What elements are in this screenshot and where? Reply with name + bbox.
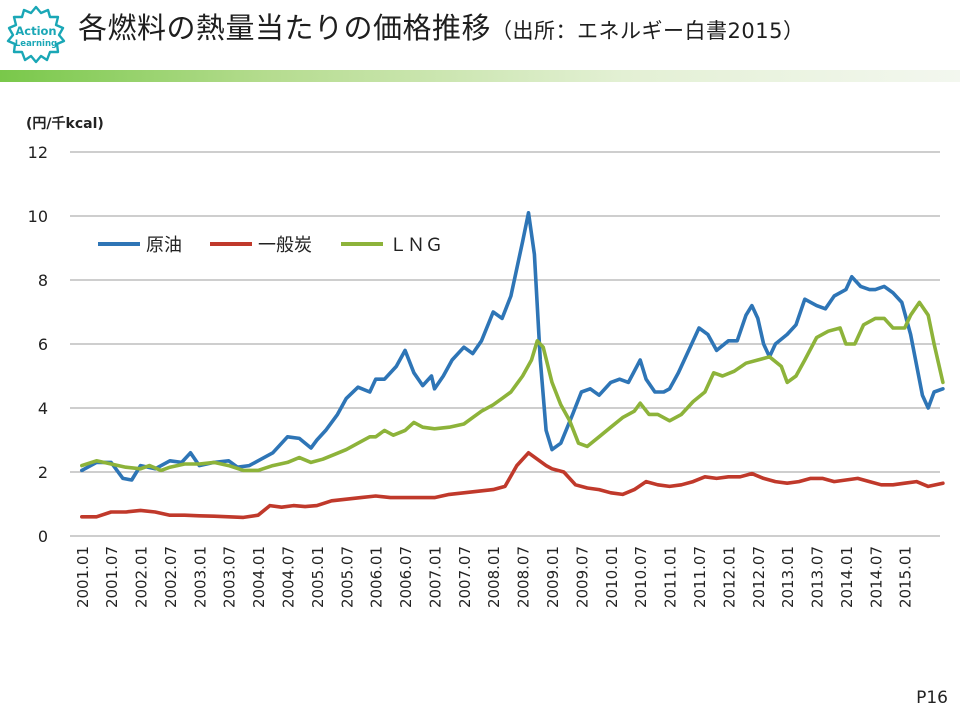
logo-text-line2: Learning — [15, 39, 57, 49]
action-learning-logo: Action Learning — [6, 5, 66, 64]
y-axis-label: (円/千kcal) — [26, 115, 104, 132]
x-tick-label: 2002.07 — [162, 546, 180, 608]
x-tick-label: 2011.07 — [691, 546, 709, 608]
y-tick-label: 12 — [28, 143, 48, 162]
x-tick-label: 2012.07 — [750, 546, 768, 608]
x-tick-label: 2015.01 — [897, 546, 915, 608]
x-tick-label: 2003.07 — [221, 546, 239, 608]
logo-text-line1: Action — [15, 24, 56, 38]
title-underline-bar — [0, 70, 960, 82]
x-tick-label: 2009.01 — [544, 546, 562, 608]
x-tick-label: 2010.01 — [603, 546, 621, 608]
x-tick-label: 2001.07 — [103, 546, 121, 608]
x-tick-label: 2005.01 — [309, 546, 327, 608]
legend-label-2: ＬＮＧ — [389, 235, 443, 256]
x-tick-label: 2001.01 — [74, 546, 92, 608]
x-tick-label: 2006.07 — [397, 546, 415, 608]
x-tick-label: 2002.01 — [133, 546, 151, 608]
x-tick-label: 2008.07 — [515, 546, 533, 608]
price-line-chart: 0 2 4 6 8 10 12 (円/千kcal) 2001.01 2001.07 2002.01 2… — [26, 115, 945, 608]
slide-title-main: 各燃料の熱量当たりの価格推移 — [78, 11, 492, 45]
x-tick-label: 2014.07 — [867, 546, 885, 608]
x-tick-label: 2004.01 — [250, 546, 268, 608]
series-line-0 — [80, 211, 945, 482]
x-tick-label: 2007.07 — [456, 546, 474, 608]
x-tick-label: 2012.01 — [720, 546, 738, 608]
x-tick-label: 2005.07 — [338, 546, 356, 608]
legend-label-0: 原油 — [146, 235, 182, 256]
y-tick-label: 0 — [38, 527, 48, 546]
chart-legend: 原油 一般炭 ＬＮＧ — [98, 235, 443, 256]
series-line-2 — [80, 300, 945, 473]
slide-title: 各燃料の熱量当たりの価格推移（出所：エネルギー白書2015） — [78, 8, 804, 51]
x-tick-label: 2004.07 — [280, 546, 298, 608]
x-tick-label: 2013.01 — [779, 546, 797, 608]
y-tick-label: 4 — [38, 399, 48, 418]
page-number: P16 — [916, 688, 948, 708]
y-tick-label: 6 — [38, 335, 48, 354]
x-tick-label: 2007.01 — [426, 546, 444, 608]
legend-label-1: 一般炭 — [258, 235, 312, 256]
slide-title-source: （出所：エネルギー白書2015） — [491, 19, 805, 43]
x-tick-label: 2014.01 — [838, 546, 856, 608]
y-tick-label: 10 — [28, 207, 48, 226]
y-tick-label: 2 — [38, 463, 48, 482]
x-tick-label: 2008.01 — [485, 546, 503, 608]
series-line-1 — [80, 451, 945, 520]
x-tick-label: 2006.01 — [368, 546, 386, 608]
x-tick-label: 2013.07 — [809, 546, 827, 608]
x-tick-label: 2010.07 — [632, 546, 650, 608]
x-tick-label: 2009.07 — [573, 546, 591, 608]
x-tick-label: 2003.01 — [191, 546, 209, 608]
x-tick-label: 2011.01 — [662, 546, 680, 608]
y-tick-label: 8 — [38, 271, 48, 290]
